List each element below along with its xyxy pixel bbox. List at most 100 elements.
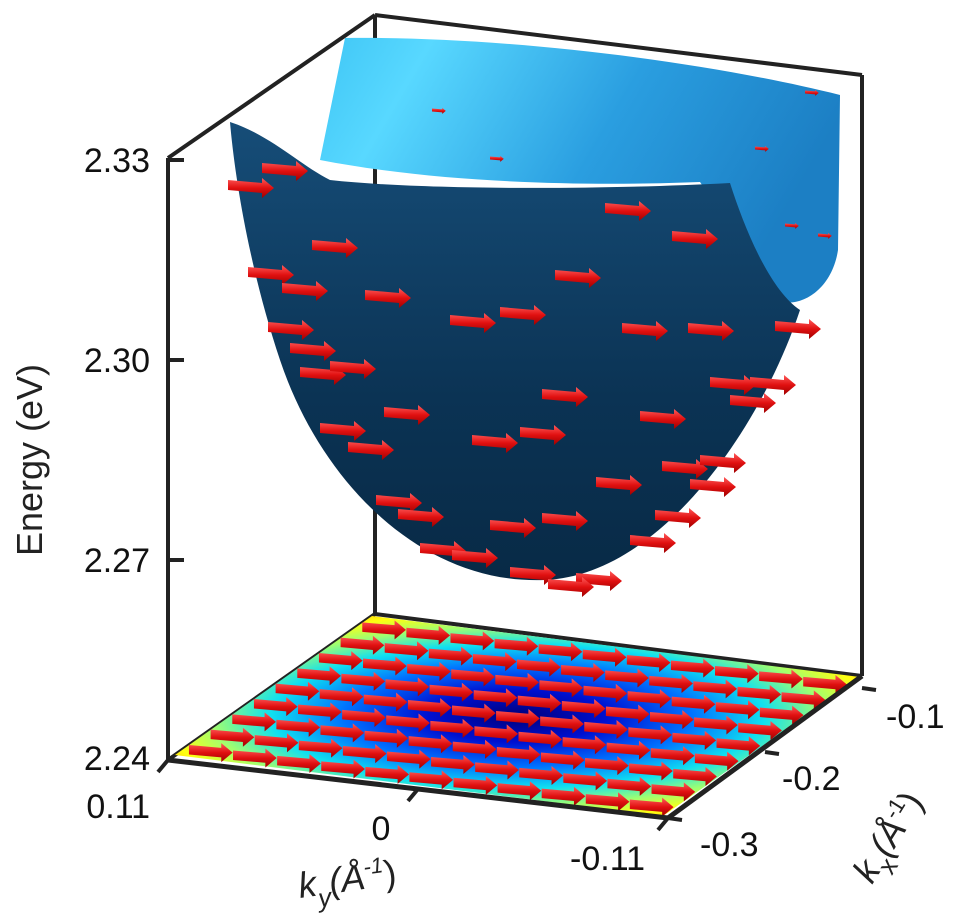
spin-arrow (607, 776, 652, 796)
spin-arrow (297, 666, 341, 686)
spin-arrow (585, 756, 629, 776)
spin-arrow (495, 672, 540, 692)
spin-arrow (254, 733, 299, 753)
spin-arrow (596, 475, 642, 495)
ky-axis-ticks (156, 758, 670, 832)
spin-arrow (384, 641, 429, 661)
spin-arrow (342, 744, 387, 764)
spin-arrow (540, 750, 585, 770)
spin-arrow (494, 636, 539, 656)
kx-tick-label: -0.2 (782, 760, 841, 798)
spin-arrow (606, 740, 651, 760)
spin-arrow (490, 155, 504, 162)
z-axis-ticks: 2.33 2.30 2.27 2.24 (84, 142, 184, 778)
spin-arrow (605, 704, 650, 724)
spin-arrow (474, 724, 519, 744)
spin-arrow (715, 664, 759, 684)
spin-arrow (407, 698, 452, 718)
spin-arrow (563, 771, 608, 791)
spin-arrow (583, 683, 628, 703)
spin-arrow (409, 770, 454, 790)
spin-arrow (670, 658, 715, 678)
spin-arrow (562, 735, 607, 755)
spin-arrow (406, 625, 451, 645)
spin-arrow (232, 712, 276, 732)
spin-arrow (605, 668, 649, 688)
surface-arrow-field (228, 89, 832, 597)
spin-arrow (320, 723, 365, 743)
spin-arrow (386, 713, 430, 733)
spin-arrow (275, 681, 320, 701)
spin-arrow (561, 663, 605, 683)
spin-arrow (407, 662, 451, 682)
spin-arrow (496, 745, 541, 765)
spin-arrow (759, 669, 803, 689)
spin-arrow (473, 688, 518, 708)
spin-arrow (759, 705, 804, 725)
kx-tick-label: -0.3 (700, 826, 759, 864)
spin-arrow (694, 715, 738, 735)
spin-arrow (803, 674, 847, 694)
spin-arrow (452, 739, 497, 759)
spin-arrow (517, 693, 562, 713)
spin-arrow (548, 577, 594, 597)
spin-arrow (363, 692, 408, 712)
spin-arrow (282, 281, 328, 301)
spin-arrow (542, 511, 588, 531)
spin-arrow (348, 440, 394, 460)
spin-arrow (576, 571, 622, 591)
kx-axis-ticks (667, 686, 877, 822)
spin-arrow (364, 728, 409, 748)
spin-arrow (233, 748, 277, 768)
spin-arrow (365, 288, 411, 308)
spin-arrow (321, 759, 365, 779)
spin-arrow (210, 727, 255, 747)
spin-arrow (452, 548, 498, 568)
spin-arrow (629, 761, 673, 781)
spin-arrow (298, 702, 342, 722)
spin-arrow (775, 319, 821, 339)
spin-arrow (475, 760, 519, 780)
spin-arrow (228, 178, 274, 198)
spin-arrow (472, 433, 518, 453)
ky-tick-label: 0 (372, 810, 391, 848)
spin-arrow (253, 697, 298, 717)
spin-arrow (450, 313, 496, 333)
spin-arrow (398, 507, 444, 527)
spin-arrow (690, 477, 736, 497)
spin-arrow (628, 725, 673, 745)
spin-arrow (376, 493, 422, 513)
spin-arrow (430, 718, 475, 738)
spin-arrow (629, 797, 674, 817)
spin-arrow (584, 719, 628, 739)
spin-arrow (451, 667, 495, 687)
spin-arrow (627, 689, 672, 709)
spin-arrow (340, 635, 385, 655)
spin-arrow (472, 652, 517, 672)
spin-arrow (341, 671, 386, 691)
paraboloid-front-surface (230, 122, 800, 581)
spin-arrow (516, 657, 561, 677)
spin-arrow (662, 459, 708, 479)
spin-arrow (694, 751, 739, 771)
spin-arrow (342, 708, 386, 728)
spin-arrow (290, 341, 336, 361)
spin-arrow (248, 265, 294, 285)
spin-arrow (555, 268, 601, 288)
spin-arrow (540, 714, 584, 734)
spin-arrow (384, 405, 430, 425)
spin-arrow (655, 508, 701, 528)
top-edge-back (374, 13, 863, 77)
spin-arrow (651, 782, 696, 802)
spin-arrow (805, 89, 819, 96)
spin-arrow (785, 222, 799, 229)
spin-arrow (649, 673, 693, 693)
spin-arrow (408, 734, 453, 754)
spin-arrow (710, 375, 756, 395)
kx-axis-label: kx(Å-1) (843, 783, 939, 894)
spin-arrow (431, 755, 475, 775)
spin-arrow (450, 631, 495, 651)
spin-arrow (268, 320, 314, 340)
spin-arrow (700, 453, 746, 473)
